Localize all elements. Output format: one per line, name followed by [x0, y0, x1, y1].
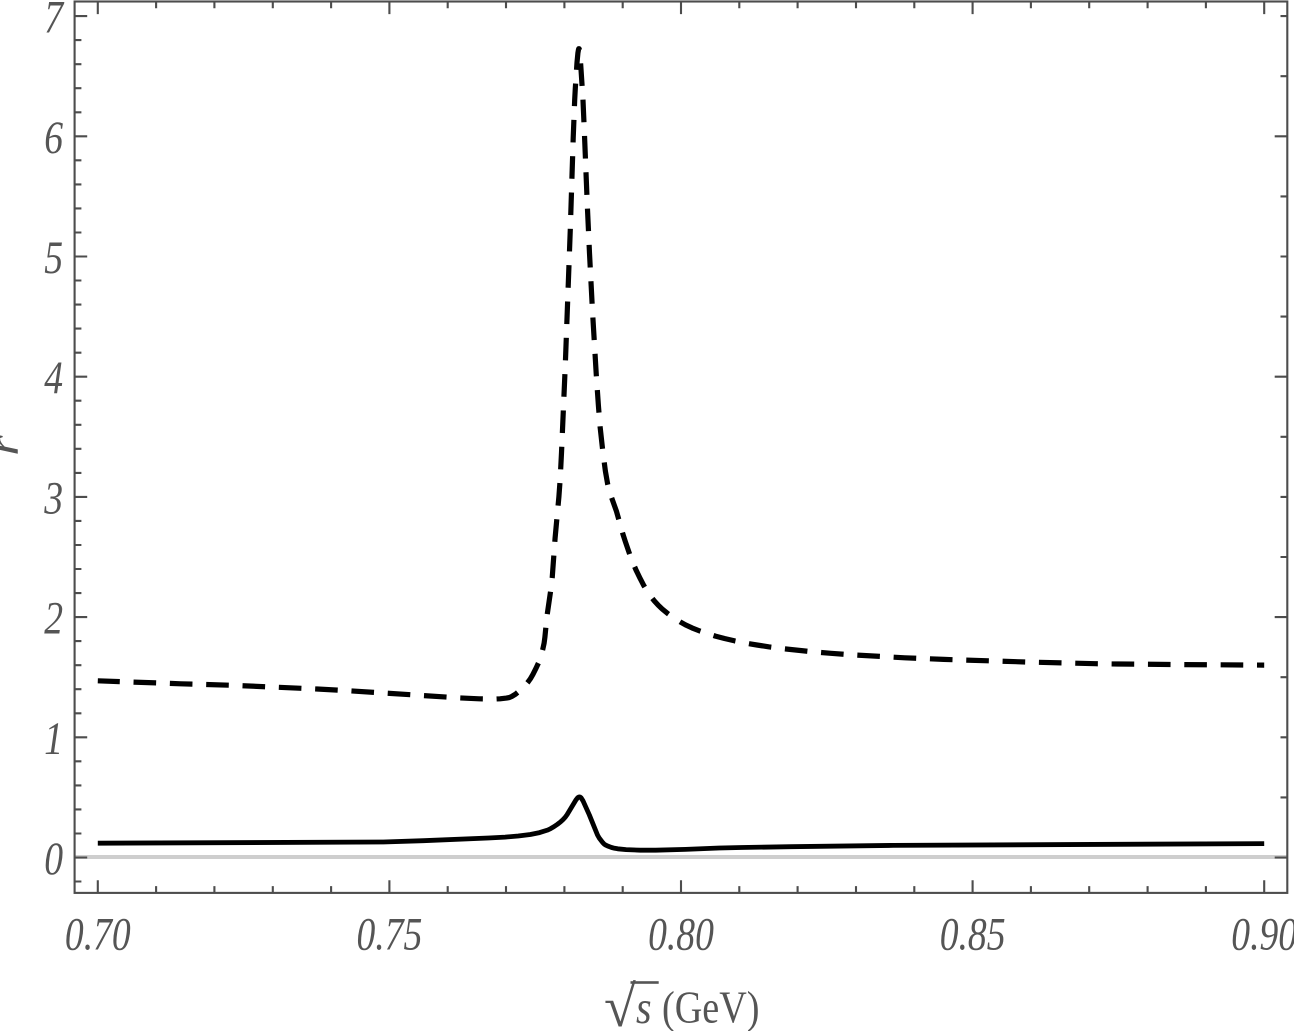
svg-text:0.80: 0.80 — [648, 909, 714, 961]
svg-text:0.85: 0.85 — [940, 909, 1006, 961]
svg-text:0: 0 — [44, 833, 63, 885]
svg-text:0.90: 0.90 — [1231, 909, 1294, 961]
svg-text:7: 7 — [44, 0, 64, 44]
svg-text:4: 4 — [44, 352, 63, 404]
svg-text:s: s — [636, 982, 652, 1031]
svg-text:(GeV): (GeV) — [662, 982, 760, 1031]
svg-text:6: 6 — [44, 112, 63, 164]
svg-text:0.75: 0.75 — [357, 909, 423, 961]
svg-text:r: r — [0, 434, 28, 456]
svg-text:1: 1 — [44, 713, 63, 765]
svg-text:5: 5 — [44, 232, 63, 284]
svg-text:2: 2 — [44, 593, 63, 645]
svg-text:0.70: 0.70 — [65, 909, 131, 961]
svg-text:3: 3 — [43, 473, 63, 525]
